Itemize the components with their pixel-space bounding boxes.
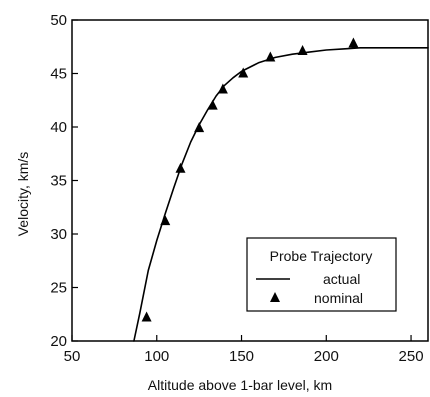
x-axis-title: Altitude above 1-bar level, km [148,377,332,393]
axis-ticks: 50 100 150 200 250 20 25 30 35 40 45 50 [50,12,423,365]
nominal-triangle-point [265,51,276,62]
nominal-triangle-point [141,311,152,322]
x-tick-label: 200 [314,348,339,365]
x-tick-label: 150 [229,348,254,365]
nominal-triangle-point [297,45,308,56]
x-tick-label: 100 [144,348,169,365]
nominal-triangle-point [238,67,249,78]
x-tick-label: 50 [64,348,81,365]
nominal-triangle-point [207,99,218,110]
y-axis-title: Velocity, km/s [15,152,31,237]
y-tick-label: 25 [50,280,67,297]
legend-label-actual: actual [323,271,360,287]
series-line-actual [133,46,429,342]
series-layer [133,37,429,342]
legend-triangle-swatch [270,292,280,302]
y-tick-label: 50 [50,12,67,29]
y-axis-title-group: Velocity, km/s [15,152,31,237]
nominal-triangle-point [175,162,186,173]
nominal-triangle-point [348,37,359,48]
y-tick-label: 45 [50,66,67,83]
legend-label-nominal: nominal [314,290,363,306]
y-tick-label: 30 [50,226,67,243]
x-tick-label: 250 [399,348,424,365]
nominal-triangle-point [160,215,171,226]
nominal-triangle-point [217,83,228,94]
legend-title: Probe Trajectory [270,248,373,264]
plot-frame [71,19,429,342]
legend: Probe Trajectory actual nominal [246,237,397,312]
y-tick-label: 35 [50,173,67,190]
nominal-triangle-point [194,122,205,133]
y-tick-label: 20 [50,333,67,350]
y-tick-label: 40 [50,119,67,136]
